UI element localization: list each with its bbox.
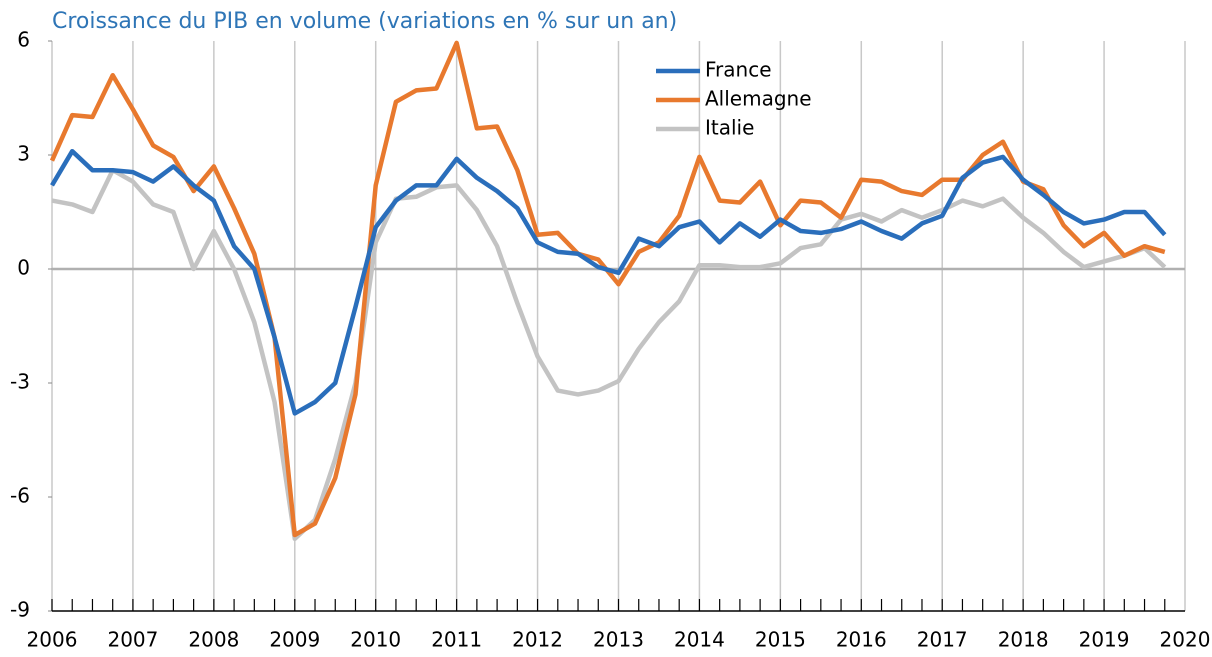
y-tick-label: 6 bbox=[17, 28, 30, 52]
y-tick-label: 0 bbox=[17, 256, 30, 280]
x-tick-label: 2013 bbox=[593, 628, 644, 652]
x-tick-label: 2009 bbox=[269, 628, 320, 652]
legend-label: Italie bbox=[705, 116, 754, 140]
line-series bbox=[49, 40, 1166, 538]
y-tick-label: -3 bbox=[10, 370, 30, 394]
x-tick-label: 2012 bbox=[512, 628, 563, 652]
legend-label: France bbox=[705, 58, 772, 82]
x-tick-label: 2008 bbox=[188, 628, 239, 652]
x-tick-label: 2014 bbox=[674, 628, 725, 652]
x-tick-label: 2017 bbox=[917, 628, 968, 652]
chart-title: Croissance du PIB en volume (variations … bbox=[52, 9, 677, 34]
line-series bbox=[51, 167, 1167, 542]
y-tick-label: 3 bbox=[17, 142, 30, 166]
x-tick-label: 2007 bbox=[107, 628, 158, 652]
x-tick-label: 2006 bbox=[27, 628, 78, 652]
x-tick-label: 2010 bbox=[350, 628, 401, 652]
y-tick-label: -6 bbox=[10, 484, 30, 508]
line-series bbox=[50, 148, 1167, 416]
y-tick-label: -9 bbox=[10, 598, 30, 622]
legend-label: Allemagne bbox=[705, 87, 812, 111]
x-tick-label: 2019 bbox=[1079, 628, 1130, 652]
x-tick-label: 2018 bbox=[998, 628, 1049, 652]
x-tick-label: 2015 bbox=[755, 628, 806, 652]
x-tick-label: 2020 bbox=[1160, 628, 1211, 652]
x-tick-label: 2016 bbox=[836, 628, 887, 652]
x-tick-label: 2011 bbox=[431, 628, 482, 652]
